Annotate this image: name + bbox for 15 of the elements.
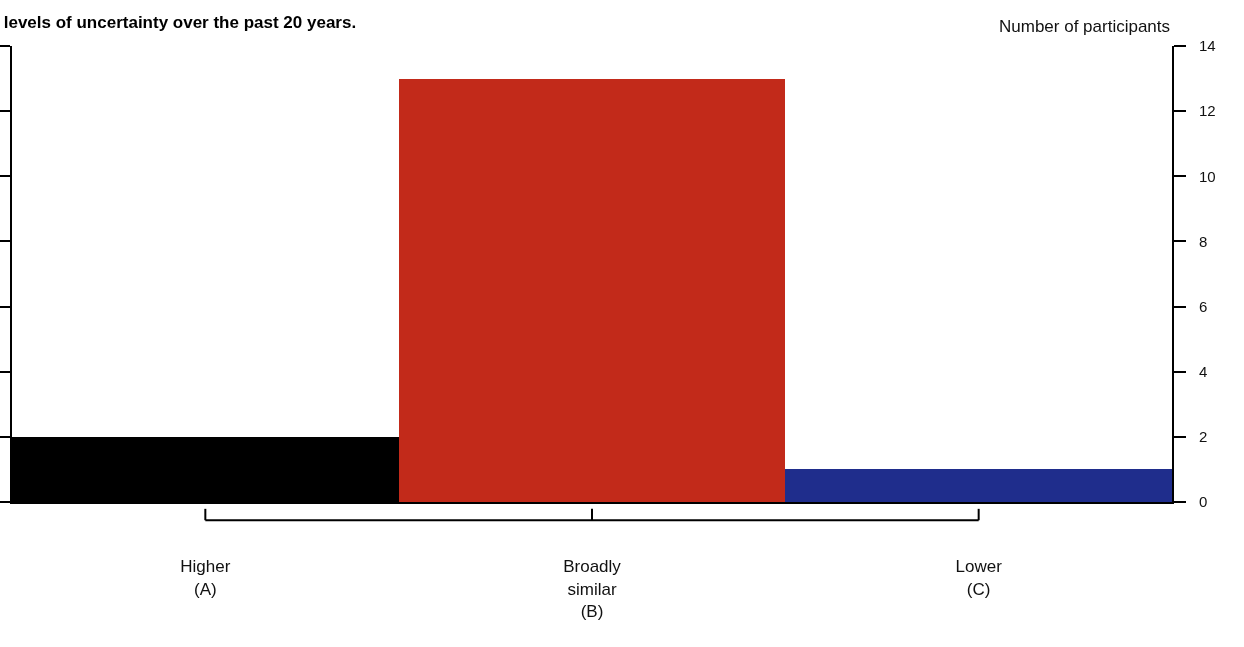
y-tick-label: 8 <box>1199 232 1208 250</box>
bar <box>785 469 1172 502</box>
bar <box>399 79 785 502</box>
x-tick-label: Higher (A) <box>180 557 231 599</box>
y-tick-label: 4 <box>1199 362 1208 380</box>
y-tick-label: 6 <box>1199 297 1208 315</box>
chart-title: levels of uncertainty over the past 20 years. <box>3 13 357 33</box>
y-tick-label: 10 <box>1199 167 1216 185</box>
y-tick-label: 0 <box>1199 493 1208 511</box>
y-tick-label: 2 <box>1199 428 1208 446</box>
y-tick-label: 12 <box>1199 102 1216 120</box>
y-tick-label: 14 <box>1199 37 1216 55</box>
x-tick-label: Lower (C) <box>955 557 1003 599</box>
x-tick-label: Broadly similar (B) <box>563 557 622 621</box>
y-axis-title: Number of participants <box>999 17 1171 36</box>
